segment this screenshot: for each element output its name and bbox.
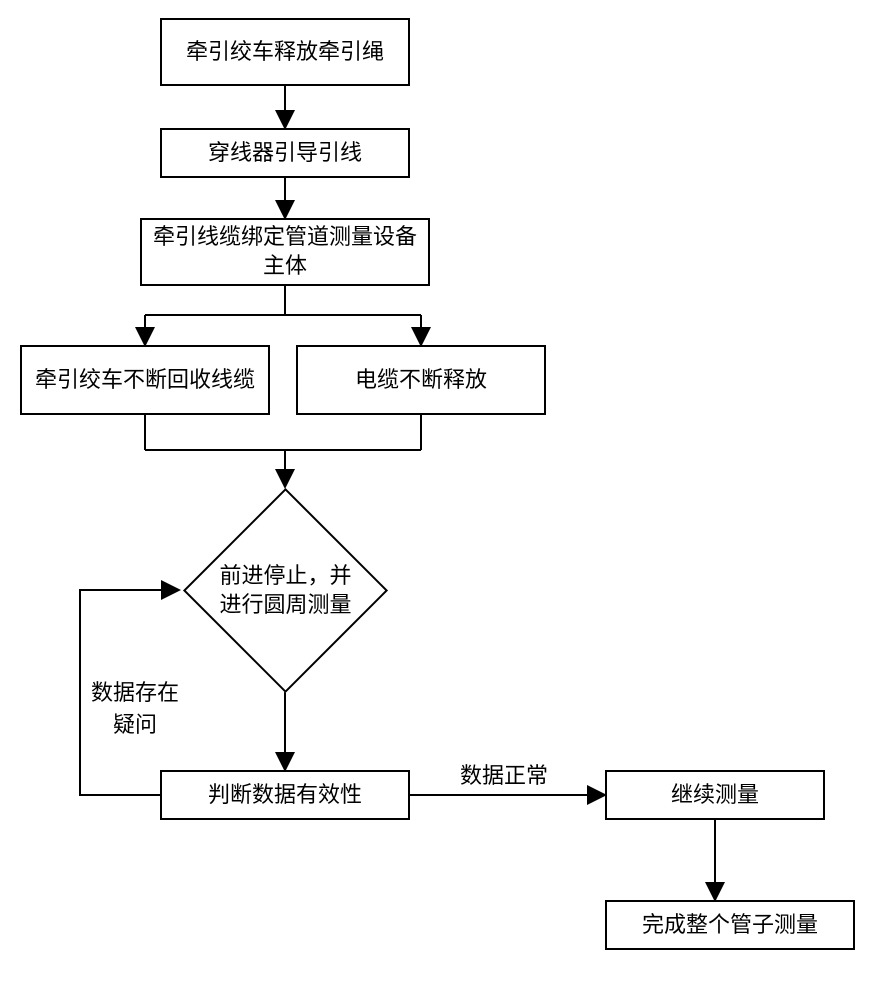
- node-cable-release: 电缆不断释放: [296, 345, 546, 415]
- node-winch-retrieve: 牵引绞车不断回收线缆: [20, 345, 270, 415]
- edge-label-normal: 数据正常: [460, 758, 548, 790]
- edge-label-text: 数据正常: [460, 763, 548, 788]
- edge-label-doubt: 数据存在疑问: [85, 675, 185, 739]
- node-judge-validity: 判断数据有效性: [160, 770, 410, 820]
- node-label: 继续测量: [671, 781, 759, 810]
- edge-label-text: 数据存在疑问: [91, 680, 179, 737]
- node-label: 牵引绞车释放牵引绳: [186, 38, 384, 67]
- node-stop-measure: 前进停止，并进行圆周测量: [183, 488, 388, 693]
- node-complete-measure: 完成整个管子测量: [605, 900, 855, 950]
- flowchart-connectors: [0, 0, 871, 1000]
- node-release-rope: 牵引绞车释放牵引绳: [160, 18, 410, 86]
- node-label: 判断数据有效性: [208, 781, 362, 810]
- node-label: 牵引线缆绑定管道测量设备主体: [152, 223, 418, 280]
- node-continue-measure: 继续测量: [605, 770, 825, 820]
- node-label: 前进停止，并进行圆周测量: [211, 562, 361, 619]
- node-label: 电缆不断释放: [355, 366, 487, 395]
- node-bind-pipe-device: 牵引线缆绑定管道测量设备主体: [140, 218, 430, 286]
- node-label: 完成整个管子测量: [642, 911, 818, 940]
- node-threader-guide: 穿线器引导引线: [160, 128, 410, 178]
- node-label: 穿线器引导引线: [208, 139, 362, 168]
- node-label: 牵引绞车不断回收线缆: [35, 366, 255, 395]
